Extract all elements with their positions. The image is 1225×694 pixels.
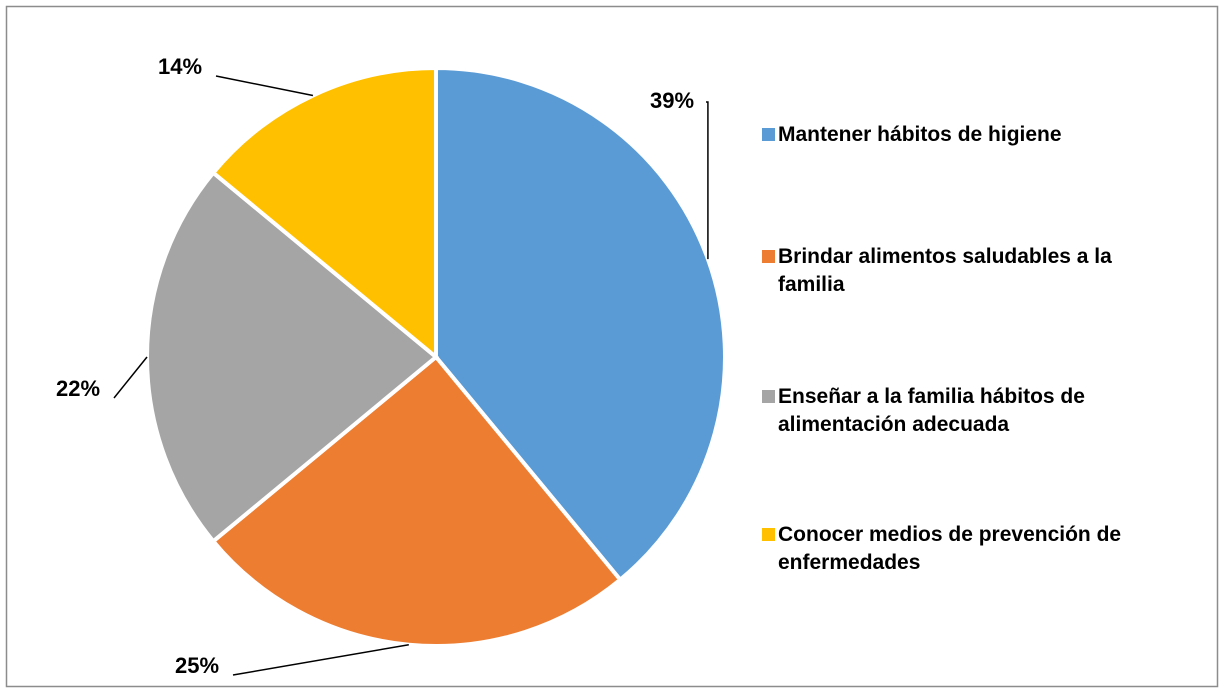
legend-label: Conocer medios de prevención de enfermed…: [778, 523, 1122, 574]
pie-slice: [210, 354, 624, 648]
leader-line: [215, 75, 314, 97]
pie-slice: [145, 169, 440, 545]
chart-border: [5, 5, 1219, 688]
legend-label: Brindar alimentos saludables a la famili…: [778, 245, 1112, 296]
legend-label: Enseñar a la familia hábitos de alimenta…: [778, 385, 1085, 436]
legend-swatch: [762, 528, 775, 541]
leader-line: [113, 356, 148, 399]
legend-swatch: [762, 250, 775, 263]
data-label: 22%: [56, 376, 100, 401]
data-label: 25%: [175, 653, 219, 678]
pie-slice: [210, 65, 438, 362]
legend-swatch: [762, 390, 775, 403]
leader-line: [706, 101, 709, 260]
data-label: 39%: [650, 88, 694, 113]
legend-label: Mantener hábitos de higiene: [778, 123, 1062, 146]
legend-swatch: [762, 128, 775, 141]
leader-line: [232, 643, 409, 676]
data-label: 14%: [158, 54, 202, 79]
